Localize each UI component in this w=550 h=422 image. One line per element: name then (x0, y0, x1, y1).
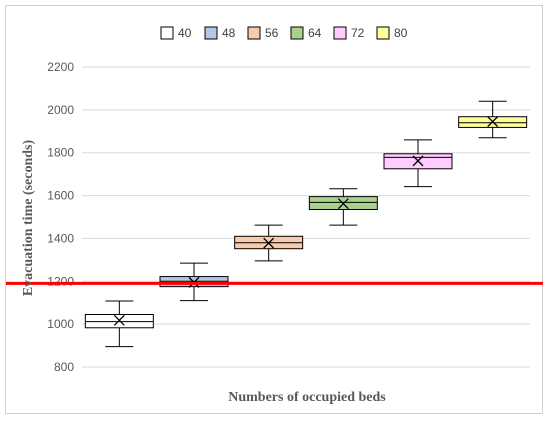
legend: 40 48 56 64 72 80 (160, 26, 408, 40)
y-axis-title: Evacuation time (seconds) (21, 140, 36, 297)
y-tick-label: 2200 (47, 60, 74, 74)
y-tick-label: 1400 (47, 231, 74, 245)
mean-marker (337, 198, 349, 210)
y-tick-label: 1200 (47, 274, 74, 288)
grid-lines (82, 66, 530, 368)
y-tick-label: 1800 (47, 146, 74, 160)
mean-marker (263, 237, 275, 249)
legend-label: 72 (351, 26, 365, 40)
box-48 (159, 262, 229, 302)
chart-frame (5, 5, 543, 414)
legend-item-48: 48 (204, 26, 236, 40)
y-tick-label: 800 (54, 360, 74, 374)
box-64 (308, 188, 378, 226)
legend-swatch (204, 26, 218, 40)
legend-item-72: 72 (333, 26, 365, 40)
legend-label: 40 (178, 26, 192, 40)
legend-item-56: 56 (247, 26, 279, 40)
legend-label: 64 (308, 26, 322, 40)
mean-marker (412, 155, 424, 167)
legend-item-40: 40 (160, 26, 192, 40)
y-tick-label: 2000 (47, 103, 74, 117)
legend-item-80: 80 (376, 26, 408, 40)
box-80 (458, 100, 528, 139)
mean-marker (113, 314, 125, 326)
legend-item-64: 64 (290, 26, 322, 40)
legend-label: 48 (222, 26, 236, 40)
legend-swatch (333, 26, 347, 40)
legend-label: 80 (394, 26, 408, 40)
legend-swatch (376, 26, 390, 40)
y-tick-labels: 800 1000 1200 1400 1600 1800 2000 2200 (47, 60, 74, 374)
x-axis-title: Numbers of occupied beds (228, 390, 386, 405)
box-56 (234, 224, 304, 262)
legend-swatch (247, 26, 261, 40)
box-series (84, 100, 528, 348)
mean-marker (487, 116, 499, 128)
legend-label: 56 (265, 26, 279, 40)
legend-swatch (290, 26, 304, 40)
box-40 (84, 300, 154, 348)
legend-swatch (160, 26, 174, 40)
y-tick-label: 1000 (47, 317, 74, 331)
y-tick-label: 1600 (47, 189, 74, 203)
box-72 (383, 139, 453, 188)
